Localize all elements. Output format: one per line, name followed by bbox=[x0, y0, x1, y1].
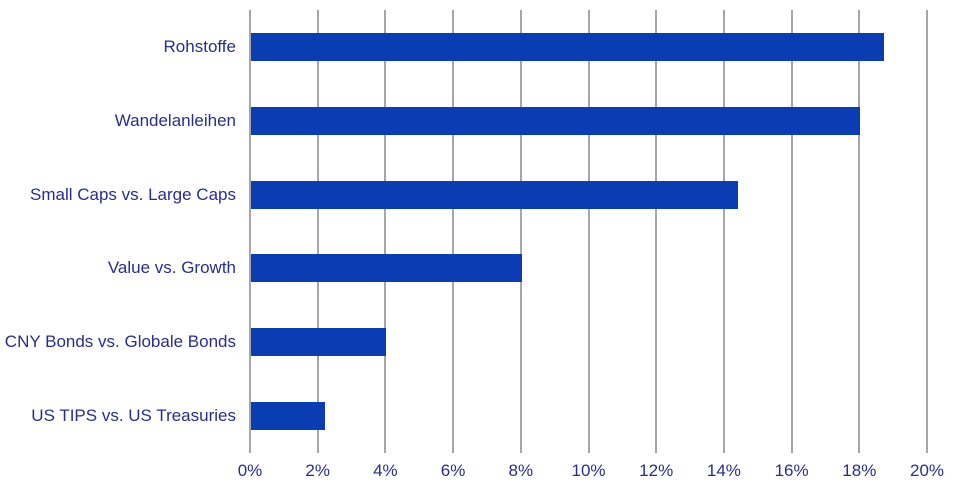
bar-us-tips-vs-us-treasuries bbox=[251, 402, 326, 431]
x-tick-label: 18% bbox=[842, 461, 877, 480]
x-tick-label: 6% bbox=[440, 461, 466, 480]
bar-rohstoffe bbox=[251, 32, 884, 61]
vertical-gridline bbox=[384, 10, 387, 453]
vertical-gridline bbox=[519, 10, 522, 453]
vertical-gridline bbox=[249, 10, 251, 453]
x-tick-label: 20% bbox=[909, 461, 945, 480]
x-tick-label: 0% bbox=[237, 461, 263, 480]
x-tick-label: 8% bbox=[508, 461, 534, 480]
x-tick-label: 10% bbox=[571, 461, 606, 480]
vertical-gridline bbox=[655, 10, 658, 453]
x-tick-label: 14% bbox=[706, 461, 741, 480]
category-label: Value vs. Growth bbox=[107, 258, 236, 278]
vertical-gridline bbox=[858, 10, 861, 453]
bar-small-caps-vs-large-caps bbox=[251, 180, 739, 209]
category-label: Rohstoffe bbox=[163, 36, 236, 56]
vertical-gridline bbox=[587, 10, 590, 453]
vertical-gridline bbox=[316, 10, 319, 453]
bar-cny-bonds-vs-globale-bonds bbox=[251, 328, 387, 357]
x-tick-label: 16% bbox=[774, 461, 809, 480]
x-tick-label: 12% bbox=[639, 461, 674, 480]
category-label: CNY Bonds vs. Globale Bonds bbox=[4, 332, 236, 352]
vertical-gridline bbox=[790, 10, 793, 453]
category-label: Small Caps vs. Large Caps bbox=[30, 184, 236, 204]
vertical-gridline bbox=[452, 10, 455, 453]
bar-value-vs-growth bbox=[251, 254, 522, 283]
bar-wandelanleihen bbox=[251, 106, 861, 135]
vertical-gridline bbox=[722, 10, 725, 453]
category-label: US TIPS vs. US Treasuries bbox=[31, 406, 236, 426]
x-tick-label: 4% bbox=[373, 461, 398, 480]
vertical-gridline bbox=[926, 10, 928, 453]
x-tick-label: 2% bbox=[305, 461, 330, 480]
category-label: Wandelanleihen bbox=[114, 110, 236, 130]
plot-area bbox=[249, 10, 928, 453]
